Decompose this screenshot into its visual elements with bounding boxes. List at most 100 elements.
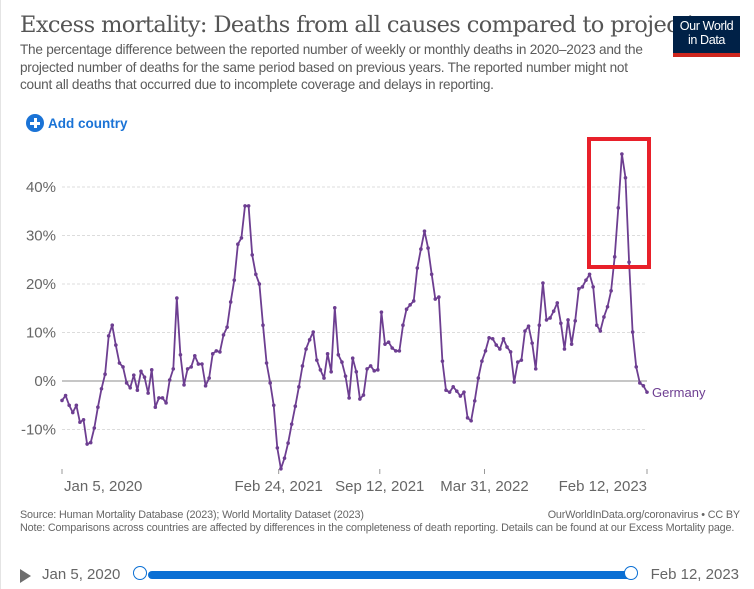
data-point[interactable]	[192, 353, 197, 358]
data-point[interactable]	[411, 299, 416, 303]
data-point[interactable]	[311, 330, 316, 334]
data-point[interactable]	[171, 367, 176, 371]
data-point[interactable]	[106, 334, 111, 338]
data-point[interactable]	[645, 390, 649, 394]
data-point[interactable]	[498, 347, 502, 351]
data-point[interactable]	[214, 349, 219, 353]
data-point[interactable]	[638, 381, 642, 385]
data-point[interactable]	[261, 323, 265, 328]
data-point[interactable]	[200, 362, 204, 366]
data-point[interactable]	[480, 359, 484, 363]
data-point[interactable]	[157, 396, 161, 400]
data-point[interactable]	[221, 333, 226, 337]
series-line-germany[interactable]	[61, 153, 648, 470]
data-point[interactable]	[178, 353, 183, 357]
data-point[interactable]	[67, 403, 71, 408]
data-point[interactable]	[404, 307, 409, 312]
data-point[interactable]	[462, 390, 466, 394]
owid-logo[interactable]: Our World in Data	[673, 16, 740, 57]
data-point[interactable]	[433, 297, 438, 301]
data-point[interactable]	[451, 385, 455, 389]
data-point[interactable]	[376, 368, 380, 372]
timeline-slider[interactable]: Jan 5, 2020 Feb 12, 2023	[20, 566, 740, 586]
data-point[interactable]	[207, 376, 211, 380]
data-point[interactable]	[322, 376, 326, 380]
data-point[interactable]	[282, 456, 287, 460]
data-point[interactable]	[293, 404, 298, 409]
data-point[interactable]	[426, 246, 430, 250]
data-point[interactable]	[153, 405, 158, 409]
data-point[interactable]	[544, 318, 549, 322]
data-point[interactable]	[465, 416, 470, 420]
data-point[interactable]	[594, 323, 599, 328]
data-point[interactable]	[627, 260, 631, 264]
data-point[interactable]	[243, 204, 247, 208]
data-point[interactable]	[533, 367, 538, 371]
data-point[interactable]	[598, 329, 603, 333]
data-point[interactable]	[350, 356, 355, 361]
data-point[interactable]	[340, 360, 344, 364]
data-point[interactable]	[354, 369, 359, 374]
data-point[interactable]	[580, 285, 585, 289]
data-point[interactable]	[167, 378, 172, 382]
timeline-end-handle[interactable]	[624, 566, 638, 580]
data-point[interactable]	[429, 272, 434, 277]
data-point[interactable]	[96, 405, 100, 409]
add-country-button[interactable]: Add country	[26, 114, 128, 132]
data-point[interactable]	[573, 319, 578, 323]
data-point[interactable]	[526, 324, 531, 328]
data-point[interactable]	[114, 343, 118, 347]
data-point[interactable]	[469, 418, 473, 423]
data-point[interactable]	[548, 316, 552, 320]
data-point[interactable]	[422, 229, 427, 233]
data-point[interactable]	[487, 336, 491, 340]
data-point[interactable]	[483, 349, 488, 353]
data-point[interactable]	[605, 304, 610, 309]
data-point[interactable]	[149, 368, 154, 372]
data-point[interactable]	[454, 389, 459, 393]
data-point[interactable]	[620, 152, 624, 156]
data-point[interactable]	[472, 399, 477, 403]
data-point[interactable]	[401, 323, 405, 328]
data-point[interactable]	[641, 384, 646, 388]
data-point[interactable]	[437, 295, 441, 299]
data-point[interactable]	[103, 372, 107, 377]
data-point[interactable]	[551, 309, 556, 313]
timeline-track[interactable]	[148, 571, 631, 579]
data-point[interactable]	[562, 347, 567, 351]
data-point[interactable]	[508, 350, 513, 354]
data-point[interactable]	[379, 310, 384, 314]
data-point[interactable]	[609, 288, 613, 293]
data-point[interactable]	[383, 342, 387, 346]
data-point[interactable]	[286, 441, 290, 445]
data-point[interactable]	[268, 381, 272, 385]
data-point[interactable]	[225, 325, 229, 329]
data-point[interactable]	[160, 396, 165, 400]
data-point[interactable]	[121, 365, 125, 369]
data-point[interactable]	[81, 418, 86, 422]
data-point[interactable]	[569, 342, 574, 346]
data-point[interactable]	[315, 358, 319, 362]
data-point[interactable]	[616, 206, 621, 210]
data-point[interactable]	[577, 287, 581, 291]
data-point[interactable]	[110, 323, 115, 328]
data-point[interactable]	[264, 361, 269, 365]
data-point[interactable]	[124, 381, 129, 385]
data-point[interactable]	[218, 350, 222, 354]
data-point[interactable]	[146, 391, 150, 395]
data-point[interactable]	[386, 340, 391, 344]
data-point[interactable]	[490, 337, 495, 341]
data-point[interactable]	[142, 375, 147, 379]
data-point[interactable]	[325, 352, 330, 356]
data-point[interactable]	[297, 385, 301, 389]
data-point[interactable]	[78, 420, 82, 425]
data-point[interactable]	[343, 374, 348, 378]
data-point[interactable]	[289, 422, 294, 426]
data-point[interactable]	[175, 296, 179, 300]
data-point[interactable]	[60, 398, 64, 403]
data-point[interactable]	[519, 358, 524, 362]
data-point[interactable]	[602, 315, 606, 319]
data-point[interactable]	[92, 426, 97, 430]
data-point[interactable]	[447, 390, 452, 394]
data-point[interactable]	[512, 380, 517, 384]
